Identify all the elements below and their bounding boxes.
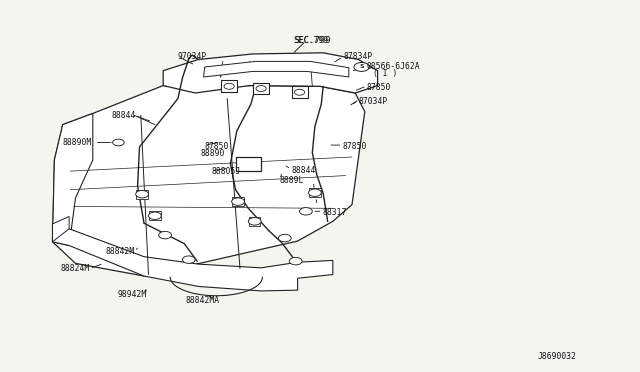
Circle shape	[308, 189, 321, 196]
FancyBboxPatch shape	[136, 189, 148, 199]
Circle shape	[224, 83, 234, 89]
Text: 88805J: 88805J	[211, 167, 241, 176]
Circle shape	[278, 234, 291, 242]
Circle shape	[182, 256, 195, 263]
Text: 87034P: 87034P	[358, 97, 388, 106]
Text: S: S	[359, 64, 364, 70]
Text: 88842MA: 88842MA	[186, 296, 220, 305]
Circle shape	[148, 212, 161, 219]
FancyBboxPatch shape	[221, 80, 237, 92]
Circle shape	[300, 208, 312, 215]
Circle shape	[159, 231, 172, 239]
Circle shape	[232, 198, 244, 205]
Circle shape	[256, 86, 266, 92]
Polygon shape	[52, 217, 69, 242]
Text: 87850: 87850	[367, 83, 391, 92]
Text: 88890M: 88890M	[63, 138, 92, 147]
Polygon shape	[204, 61, 349, 77]
Text: ( I ): ( I )	[373, 69, 397, 78]
Text: 88844: 88844	[291, 166, 316, 174]
Text: 87850: 87850	[342, 142, 367, 151]
Circle shape	[289, 257, 302, 265]
Polygon shape	[52, 113, 93, 246]
FancyBboxPatch shape	[292, 86, 308, 98]
Text: 87834P: 87834P	[343, 52, 372, 61]
Text: 88890: 88890	[200, 149, 225, 158]
Text: 8889L: 8889L	[280, 176, 304, 185]
Text: 97034P: 97034P	[178, 52, 207, 61]
Text: 98942M: 98942M	[117, 290, 147, 299]
FancyBboxPatch shape	[236, 157, 261, 171]
FancyBboxPatch shape	[149, 211, 161, 220]
FancyBboxPatch shape	[232, 197, 244, 206]
Text: 88844: 88844	[112, 111, 136, 120]
Text: 88317: 88317	[323, 208, 347, 217]
Polygon shape	[52, 224, 333, 291]
Circle shape	[248, 218, 261, 225]
FancyBboxPatch shape	[253, 83, 269, 94]
Circle shape	[113, 139, 124, 146]
FancyBboxPatch shape	[249, 217, 260, 226]
Text: 88824M: 88824M	[61, 264, 90, 273]
Circle shape	[354, 62, 369, 71]
Text: 08566-6J62A: 08566-6J62A	[366, 62, 420, 71]
Circle shape	[136, 190, 148, 198]
Text: SEC.799: SEC.799	[293, 36, 331, 45]
Polygon shape	[52, 86, 365, 276]
Text: 87850: 87850	[205, 142, 229, 151]
Circle shape	[294, 89, 305, 95]
Text: 88842M: 88842M	[106, 247, 135, 256]
FancyBboxPatch shape	[309, 188, 321, 197]
Text: J8690032: J8690032	[538, 352, 577, 361]
Text: SEC.799: SEC.799	[294, 36, 328, 45]
Polygon shape	[163, 53, 378, 93]
